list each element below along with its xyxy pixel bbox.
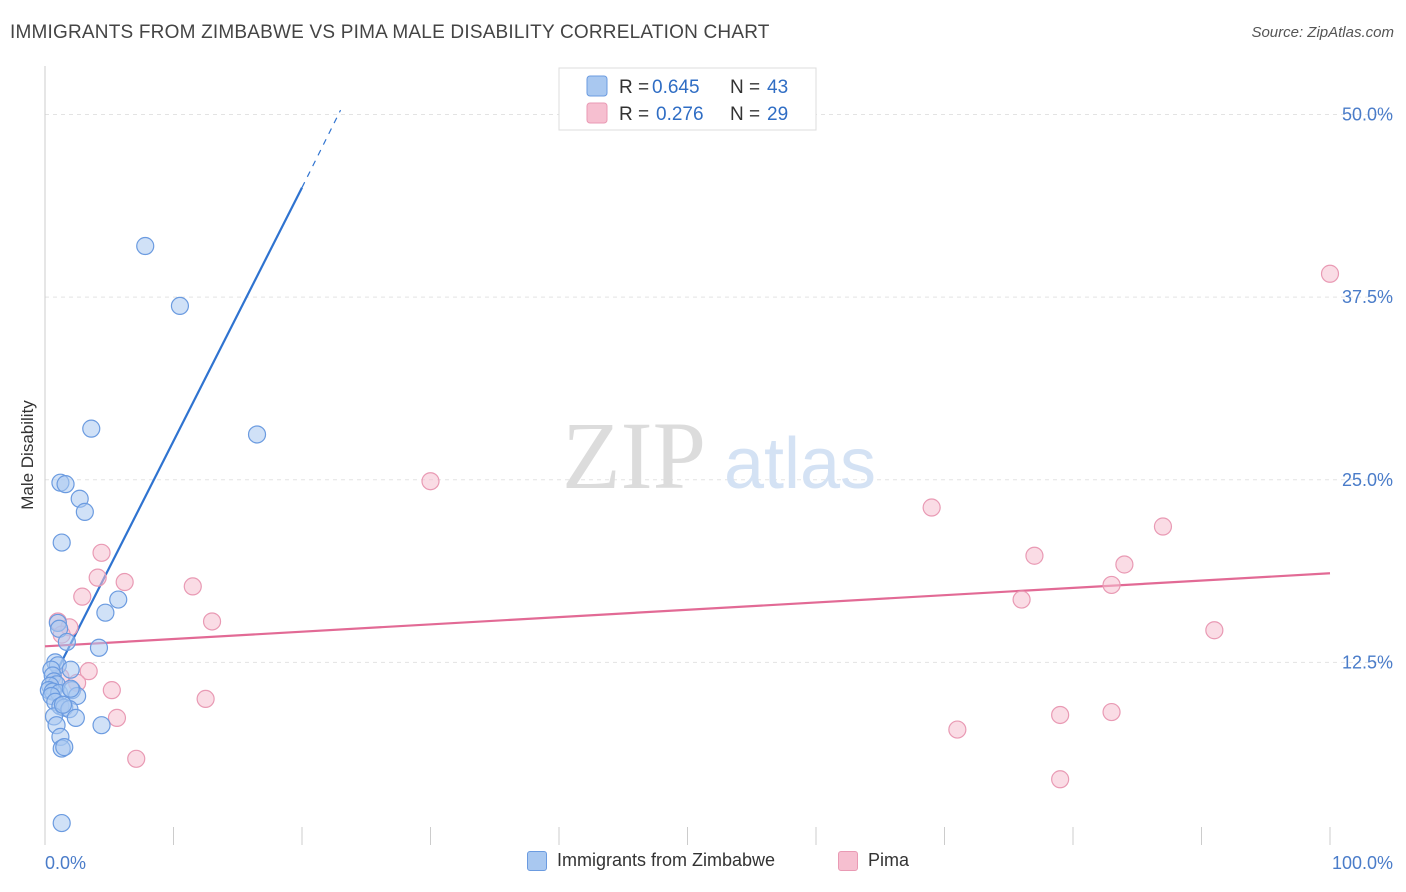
point-pima [1102, 575, 1121, 595]
point-zimbabwe [66, 708, 85, 727]
point-pima [1051, 705, 1070, 725]
watermark-zip: ZIP [562, 402, 706, 509]
point-zimbabwe [247, 425, 267, 444]
point-zimbabwe [61, 660, 80, 679]
point-zimbabwe [170, 296, 190, 316]
grid-lines [45, 114, 1392, 663]
x-tick-label: 0.0% [45, 853, 86, 873]
point-pima [1102, 702, 1121, 722]
point-pima [102, 681, 121, 700]
legend-r-label-1: R = [619, 77, 649, 98]
x-tick-label: 100.0% [1332, 853, 1393, 873]
point-pima [88, 568, 107, 587]
point-pima [1025, 546, 1044, 565]
legend-r-value-1: 0.645 [652, 77, 700, 98]
bottom-legend-item-zimbabwe: Immigrants from Zimbabwe [527, 850, 775, 871]
point-pima [196, 689, 215, 709]
bottom-legend-item-pima: Pima [838, 850, 909, 871]
point-zimbabwe [96, 603, 115, 622]
legend-n-value-1: 43 [767, 77, 788, 98]
point-pima [1115, 555, 1134, 574]
x-tick-labels: 0.0% 100.0% [45, 853, 1393, 873]
point-pima [73, 587, 92, 606]
point-pima [421, 472, 440, 491]
point-pima [107, 708, 127, 727]
legend-n-value-2: 29 [767, 104, 788, 125]
point-zimbabwe [57, 632, 76, 652]
bottom-legend: Immigrants from Zimbabwe Pima [0, 850, 1406, 880]
point-pima [922, 498, 941, 517]
point-pima [202, 612, 222, 631]
point-pima [1153, 517, 1173, 536]
point-zimbabwe [61, 679, 80, 698]
point-zimbabwe [75, 502, 94, 522]
point-zimbabwe [52, 533, 71, 552]
point-zimbabwe [136, 236, 155, 256]
point-zimbabwe [52, 813, 71, 833]
y-tick-labels: 12.5% 25.0% 37.5% 50.0% [1342, 105, 1393, 673]
chart-source: Source: ZipAtlas.com [1251, 24, 1394, 41]
point-zimbabwe [89, 638, 109, 657]
y-tick-label: 37.5% [1342, 287, 1393, 307]
watermark: ZIP atlas [562, 402, 876, 509]
point-pima [127, 749, 146, 768]
trend-line-zimbabwe [44, 187, 303, 696]
bottom-legend-label-zimbabwe: Immigrants from Zimbabwe [557, 850, 776, 870]
point-zimbabwe [109, 590, 128, 609]
point-zimbabwe [56, 475, 75, 494]
trend-line-pima [44, 572, 1331, 648]
point-pima [948, 720, 967, 739]
data-points [39, 236, 1340, 833]
legend-n-label-1: N = [730, 77, 760, 98]
point-zimbabwe [82, 419, 101, 438]
point-pima [79, 662, 98, 681]
y-tick-label: 25.0% [1342, 470, 1393, 490]
legend-r-value-2: 0.276 [656, 104, 704, 125]
bottom-legend-label-pima: Pima [868, 850, 910, 870]
point-pima [92, 543, 111, 562]
chart-title: IMMIGRANTS FROM ZIMBABWE VS PIMA MALE DI… [10, 22, 770, 43]
legend-r-label-2: R = [619, 104, 649, 125]
point-pima [1051, 770, 1070, 789]
legend-swatch-blue [586, 75, 608, 97]
legend-swatch-pink [586, 102, 608, 124]
point-pima [1205, 621, 1224, 640]
watermark-atlas: atlas [724, 424, 876, 504]
point-zimbabwe [53, 695, 73, 714]
y-tick-label: 50.0% [1342, 105, 1393, 125]
y-tick-label: 12.5% [1342, 652, 1393, 672]
point-pima [115, 572, 134, 592]
legend-n-label-2: N = [730, 104, 760, 125]
point-zimbabwe [55, 738, 74, 757]
legend-swatch-pink [838, 850, 858, 871]
point-pima [183, 577, 202, 596]
legend-swatch-blue [527, 850, 547, 871]
point-zimbabwe [92, 716, 111, 735]
legend-box: R = 0.645 N = 43 R = 0.276 N = 29 [558, 67, 817, 131]
point-pima [1320, 264, 1340, 283]
point-pima [1012, 590, 1031, 609]
trend-line-zimbabwe-extension [301, 109, 342, 188]
